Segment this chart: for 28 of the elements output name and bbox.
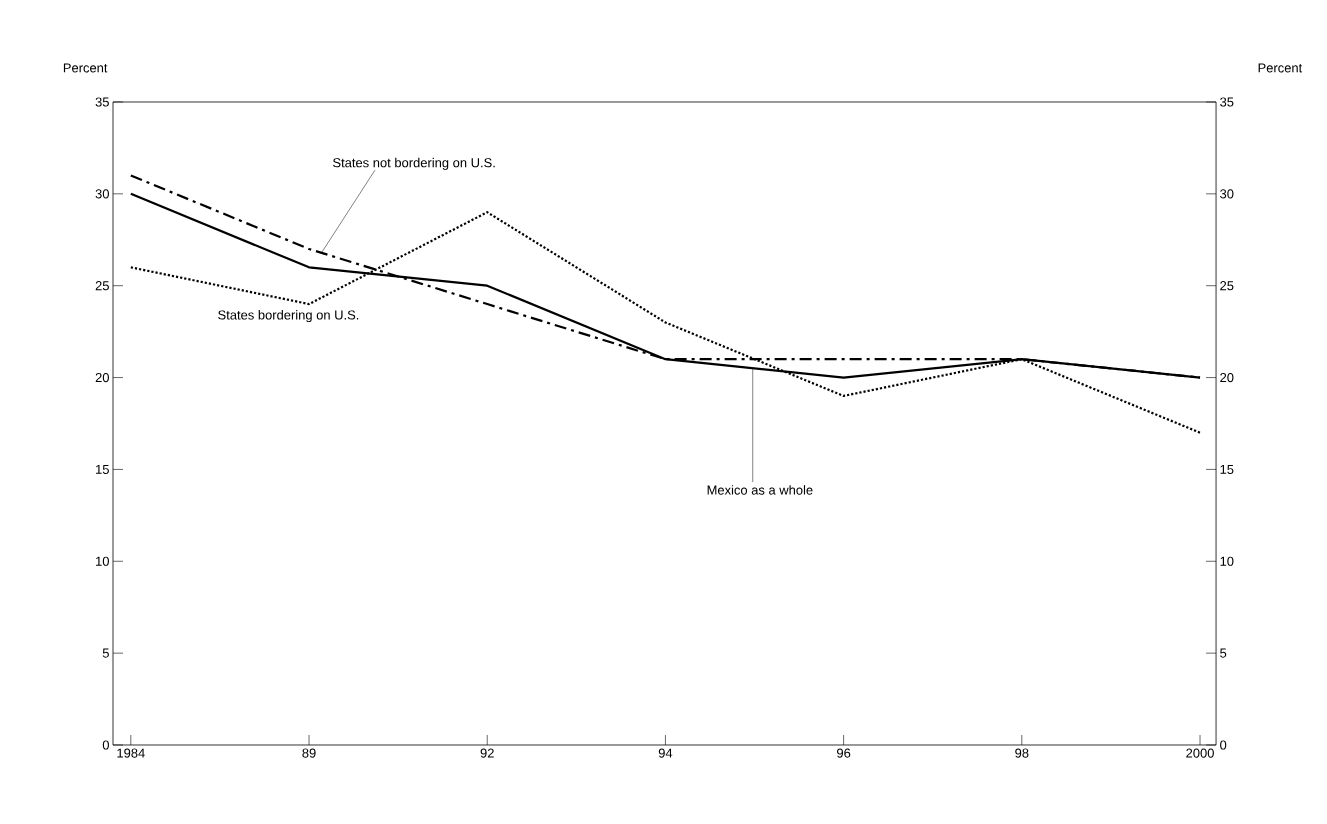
y2-tick-label: 10 xyxy=(1220,556,1234,566)
y-tick-label: 5 xyxy=(102,648,109,658)
y-tick-label: 20 xyxy=(95,372,109,383)
y2-tick-label: 25 xyxy=(1220,281,1234,291)
y-tick-label: 0 xyxy=(102,740,109,750)
x-tick-label: 89 xyxy=(302,748,316,758)
text: Mexico as a whole xyxy=(707,485,813,495)
text: States not bordering on U.S. xyxy=(333,157,495,170)
y-axis-title: Percent xyxy=(63,63,108,73)
series-label: States bordering on U.S. xyxy=(218,310,359,323)
y-tick-label: 35 xyxy=(95,97,109,107)
y2-tick-label: 0 xyxy=(1220,740,1227,750)
y2-tick-label: 30 xyxy=(1220,189,1234,199)
y2-tick-label: 15 xyxy=(1220,464,1234,474)
x-tick-label: 98 xyxy=(1015,748,1029,758)
x-tick-label: 2000 xyxy=(1186,748,1214,758)
x-tick-label: 1984 xyxy=(117,748,145,758)
x-tick-label: 96 xyxy=(837,748,851,758)
y2-tick-label: 20 xyxy=(1220,372,1234,383)
x-tick-label: 94 xyxy=(658,748,673,758)
y-tick-label: 15 xyxy=(96,464,109,474)
x-tick-label: 92 xyxy=(480,748,494,758)
y2-tick-label: 35 xyxy=(1220,97,1234,107)
y2-tick-label: 5 xyxy=(1220,648,1227,658)
y-tick-label: 25 xyxy=(95,281,109,291)
y-tick-label: 10 xyxy=(96,556,109,566)
y-tick-label: 30 xyxy=(95,189,109,199)
y2-axis-title: Percent xyxy=(1258,63,1303,73)
